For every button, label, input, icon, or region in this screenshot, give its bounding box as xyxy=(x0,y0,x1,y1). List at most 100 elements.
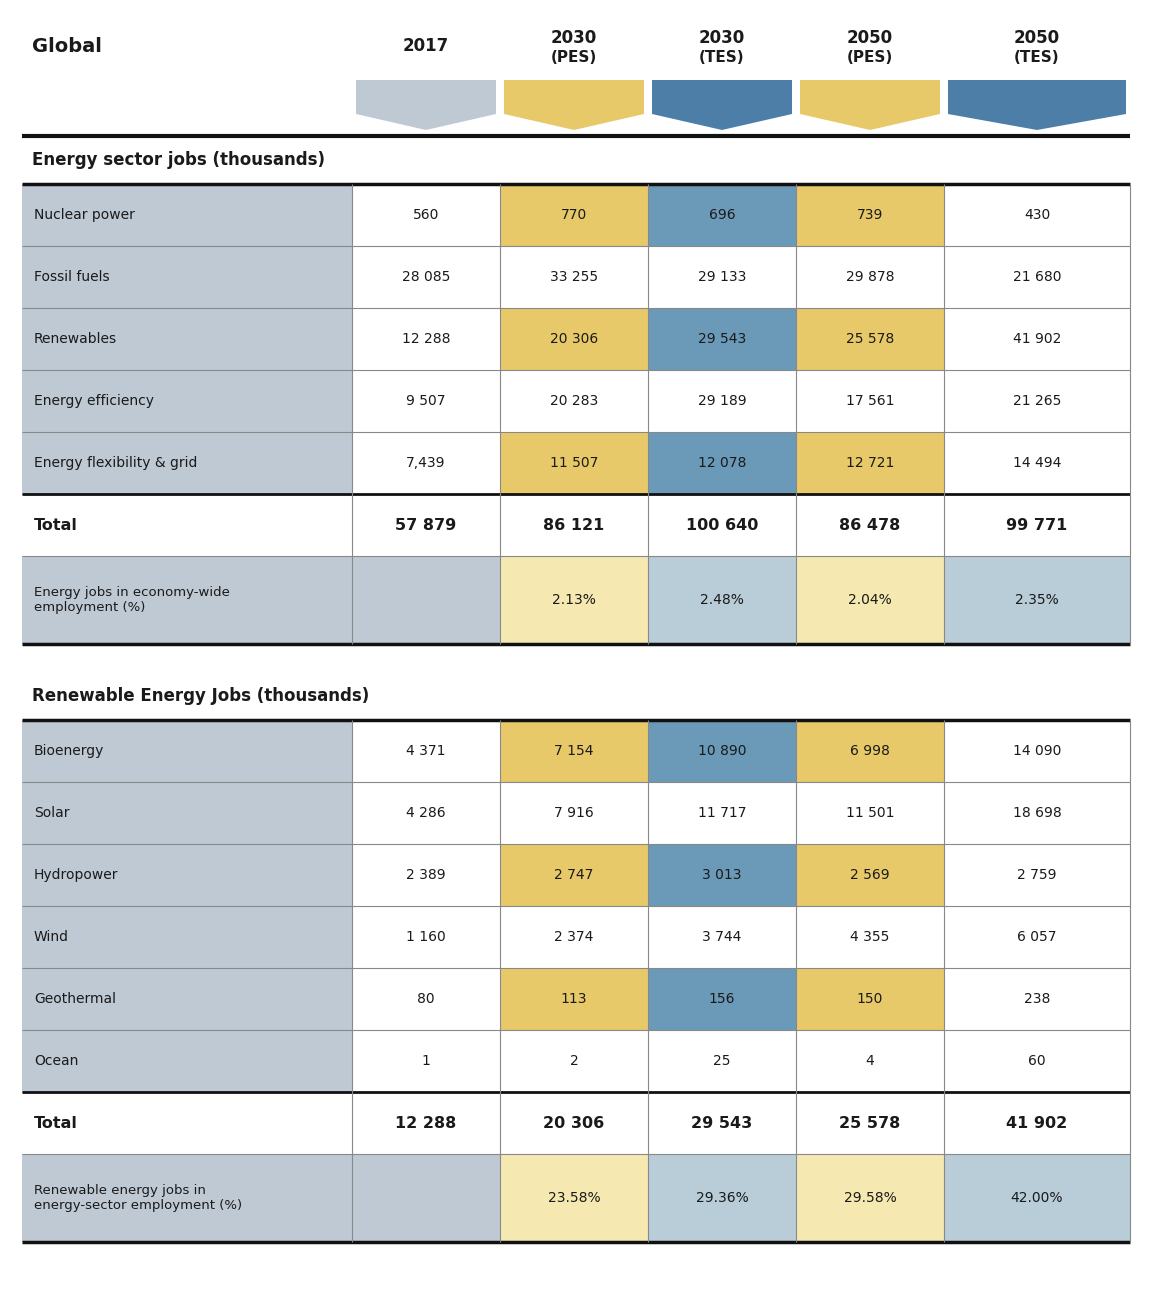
Bar xyxy=(500,370,647,432)
Bar xyxy=(943,184,1130,247)
Text: Bioenergy: Bioenergy xyxy=(35,744,105,758)
Bar xyxy=(647,1154,796,1242)
Bar xyxy=(353,1031,500,1092)
Bar xyxy=(647,556,796,644)
Polygon shape xyxy=(799,80,940,130)
Text: 4: 4 xyxy=(865,1054,874,1068)
Bar xyxy=(943,844,1130,906)
Text: Fossil fuels: Fossil fuels xyxy=(35,270,109,284)
Bar xyxy=(943,432,1130,495)
Bar xyxy=(500,184,647,247)
Bar xyxy=(796,968,943,1031)
Bar xyxy=(500,781,647,844)
Text: 2.04%: 2.04% xyxy=(848,593,892,607)
Text: 11 501: 11 501 xyxy=(846,806,894,820)
Text: 113: 113 xyxy=(561,992,588,1006)
Text: (TES): (TES) xyxy=(699,51,745,65)
Bar xyxy=(500,495,647,556)
Bar xyxy=(796,308,943,370)
Bar xyxy=(22,308,353,370)
Text: 2050: 2050 xyxy=(1014,29,1060,47)
Polygon shape xyxy=(948,80,1126,130)
Text: 6 057: 6 057 xyxy=(1017,929,1056,944)
Bar xyxy=(647,720,796,781)
Text: 20 306: 20 306 xyxy=(550,332,598,347)
Bar xyxy=(943,1031,1130,1092)
Text: 21 265: 21 265 xyxy=(1013,395,1061,408)
Bar xyxy=(647,906,796,968)
Text: 12 721: 12 721 xyxy=(846,456,894,470)
Text: Solar: Solar xyxy=(35,806,69,820)
Bar xyxy=(22,844,353,906)
Text: 23.58%: 23.58% xyxy=(547,1192,600,1205)
Text: 20 283: 20 283 xyxy=(550,395,598,408)
Bar xyxy=(796,1154,943,1242)
Bar xyxy=(796,247,943,308)
Bar xyxy=(500,1031,647,1092)
Bar xyxy=(796,1031,943,1092)
Text: 29.58%: 29.58% xyxy=(843,1192,896,1205)
Bar xyxy=(353,720,500,781)
Text: 150: 150 xyxy=(857,992,884,1006)
Text: 2 747: 2 747 xyxy=(554,868,593,883)
Bar xyxy=(22,247,353,308)
Bar xyxy=(647,1031,796,1092)
Text: 29 543: 29 543 xyxy=(698,332,746,347)
Text: 2030: 2030 xyxy=(551,29,597,47)
Bar xyxy=(943,247,1130,308)
Text: 11 507: 11 507 xyxy=(550,456,598,470)
Text: 14 090: 14 090 xyxy=(1013,744,1061,758)
Bar xyxy=(353,247,500,308)
Bar xyxy=(22,781,353,844)
Text: 100 640: 100 640 xyxy=(685,518,758,532)
Text: Energy sector jobs (thousands): Energy sector jobs (thousands) xyxy=(32,151,325,169)
Bar xyxy=(22,968,353,1031)
Text: Energy jobs in economy-wide
employment (%): Energy jobs in economy-wide employment (… xyxy=(35,585,230,614)
Bar xyxy=(353,370,500,432)
Text: 29 543: 29 543 xyxy=(691,1115,752,1131)
Bar xyxy=(500,720,647,781)
Text: (PES): (PES) xyxy=(551,51,597,65)
Bar xyxy=(353,968,500,1031)
Bar xyxy=(22,720,353,781)
Text: 14 494: 14 494 xyxy=(1013,456,1061,470)
Bar xyxy=(22,1154,353,1242)
Text: 3 744: 3 744 xyxy=(703,929,742,944)
Text: 7 154: 7 154 xyxy=(554,744,593,758)
Bar xyxy=(796,432,943,495)
Text: 770: 770 xyxy=(561,208,588,222)
Text: 29 133: 29 133 xyxy=(698,270,746,284)
Text: Total: Total xyxy=(35,518,78,532)
Text: 7 916: 7 916 xyxy=(554,806,594,820)
Text: 25 578: 25 578 xyxy=(846,332,894,347)
Text: 238: 238 xyxy=(1024,992,1051,1006)
Bar xyxy=(353,308,500,370)
Bar xyxy=(647,247,796,308)
Text: 2017: 2017 xyxy=(403,38,449,55)
Bar xyxy=(943,308,1130,370)
Text: 60: 60 xyxy=(1029,1054,1046,1068)
Text: (TES): (TES) xyxy=(1014,51,1060,65)
Text: 29 878: 29 878 xyxy=(846,270,894,284)
Bar xyxy=(796,495,943,556)
Text: 42.00%: 42.00% xyxy=(1010,1192,1063,1205)
Bar xyxy=(796,720,943,781)
Text: Energy efficiency: Energy efficiency xyxy=(35,395,154,408)
Bar xyxy=(500,556,647,644)
Bar xyxy=(353,432,500,495)
Text: 80: 80 xyxy=(417,992,434,1006)
Text: 2: 2 xyxy=(569,1054,578,1068)
Text: 41 902: 41 902 xyxy=(1007,1115,1068,1131)
Text: 1 160: 1 160 xyxy=(407,929,446,944)
Bar xyxy=(943,1092,1130,1154)
Text: Energy flexibility & grid: Energy flexibility & grid xyxy=(35,456,197,470)
Bar xyxy=(796,184,943,247)
Bar xyxy=(943,720,1130,781)
Bar xyxy=(943,968,1130,1031)
Bar xyxy=(500,432,647,495)
Text: 86 478: 86 478 xyxy=(840,518,901,532)
Text: 1: 1 xyxy=(422,1054,431,1068)
Text: Geothermal: Geothermal xyxy=(35,992,116,1006)
Bar xyxy=(500,1092,647,1154)
Bar xyxy=(353,1092,500,1154)
